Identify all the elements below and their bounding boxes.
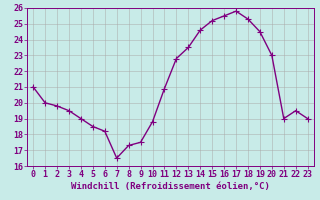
X-axis label: Windchill (Refroidissement éolien,°C): Windchill (Refroidissement éolien,°C) bbox=[71, 182, 270, 191]
